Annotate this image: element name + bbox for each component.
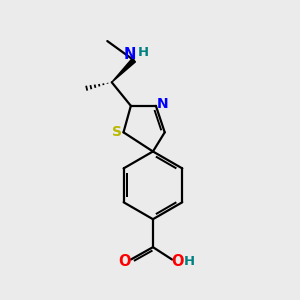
- Text: H: H: [183, 255, 194, 268]
- Polygon shape: [112, 58, 136, 82]
- Text: O: O: [172, 254, 184, 269]
- Text: N: N: [124, 47, 136, 62]
- Text: H: H: [138, 46, 149, 59]
- Text: O: O: [118, 254, 130, 268]
- Text: S: S: [112, 125, 122, 139]
- Text: N: N: [157, 98, 168, 111]
